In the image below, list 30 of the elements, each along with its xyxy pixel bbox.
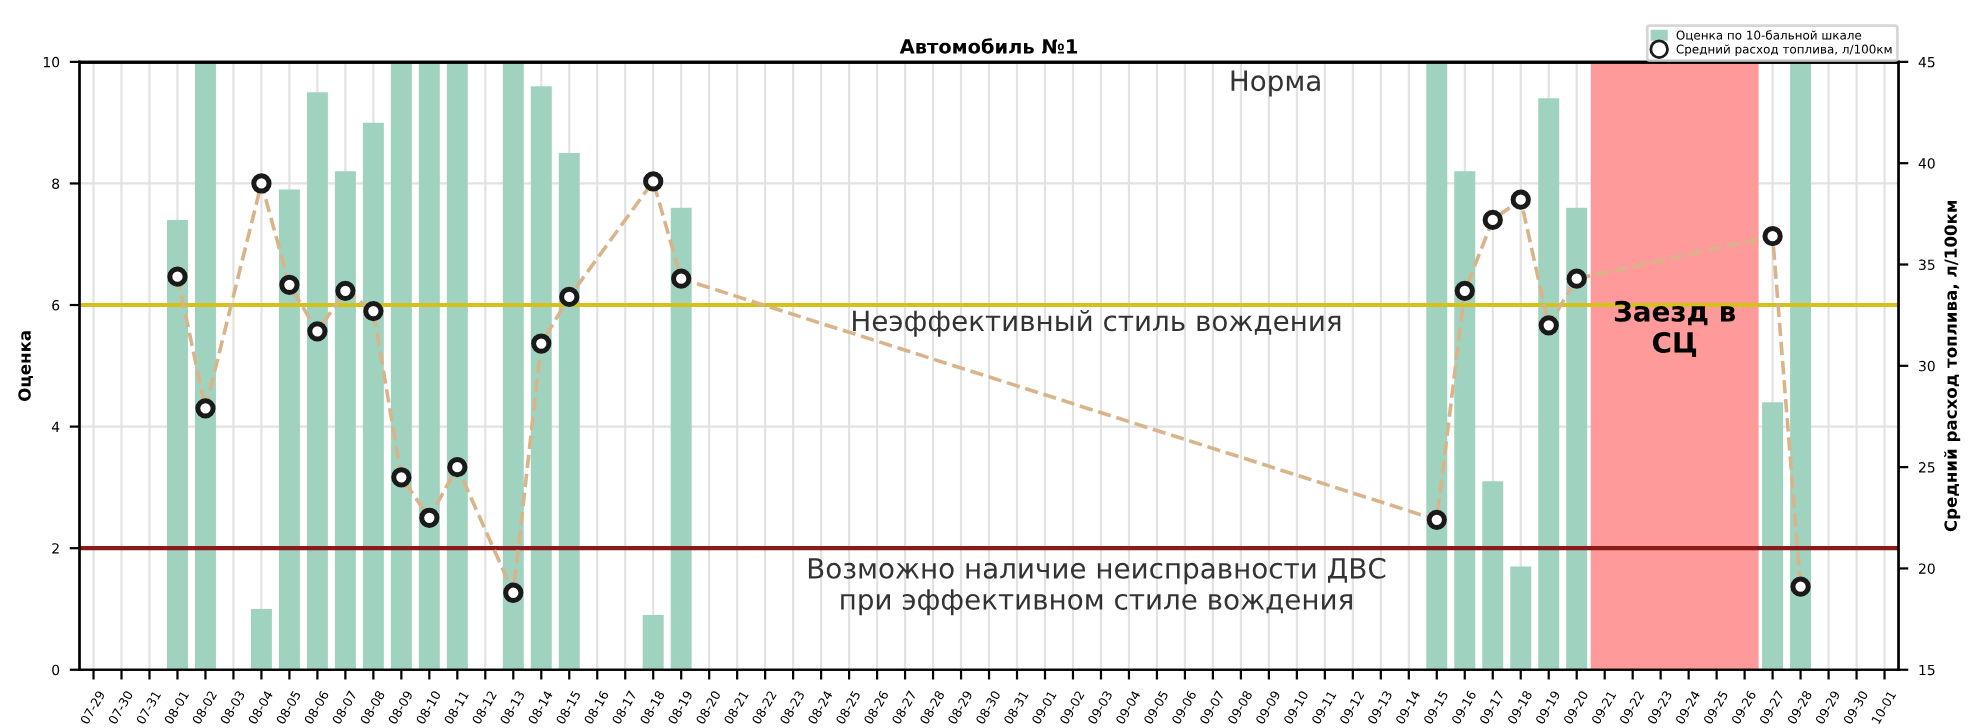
bar	[502, 61, 524, 670]
bar	[334, 171, 356, 670]
bar	[670, 207, 692, 670]
bar	[306, 92, 328, 670]
bar	[418, 61, 440, 670]
y-axis-title: Оценка	[18, 331, 33, 401]
bar	[1482, 481, 1504, 670]
bar	[1566, 207, 1588, 670]
bar	[1426, 61, 1448, 670]
bar	[642, 615, 664, 670]
bar	[194, 61, 216, 670]
bar	[390, 61, 412, 670]
bar	[446, 61, 468, 670]
bar	[250, 608, 272, 670]
bar	[1510, 566, 1532, 670]
ref-line-label: Неэффективный стиль вождения	[853, 309, 1341, 337]
band-label: Заезд в СЦ	[1614, 300, 1736, 357]
bar	[558, 153, 580, 670]
y2-axis-title: Средний расход топлива, л/100км	[1943, 200, 1961, 532]
bar	[278, 189, 300, 670]
bar	[1454, 171, 1476, 670]
bar	[362, 122, 384, 670]
ref-line-label: Норма	[1231, 70, 1320, 97]
chart-title: Автомобиль №1	[899, 38, 1078, 54]
bar	[530, 86, 552, 670]
ref-line-label: Возможно наличие неисправности ДВС при эффективном стиле вождения	[808, 557, 1386, 616]
bar	[1790, 61, 1812, 670]
bar	[1762, 402, 1784, 670]
bar	[166, 219, 188, 670]
bar	[1538, 98, 1560, 670]
